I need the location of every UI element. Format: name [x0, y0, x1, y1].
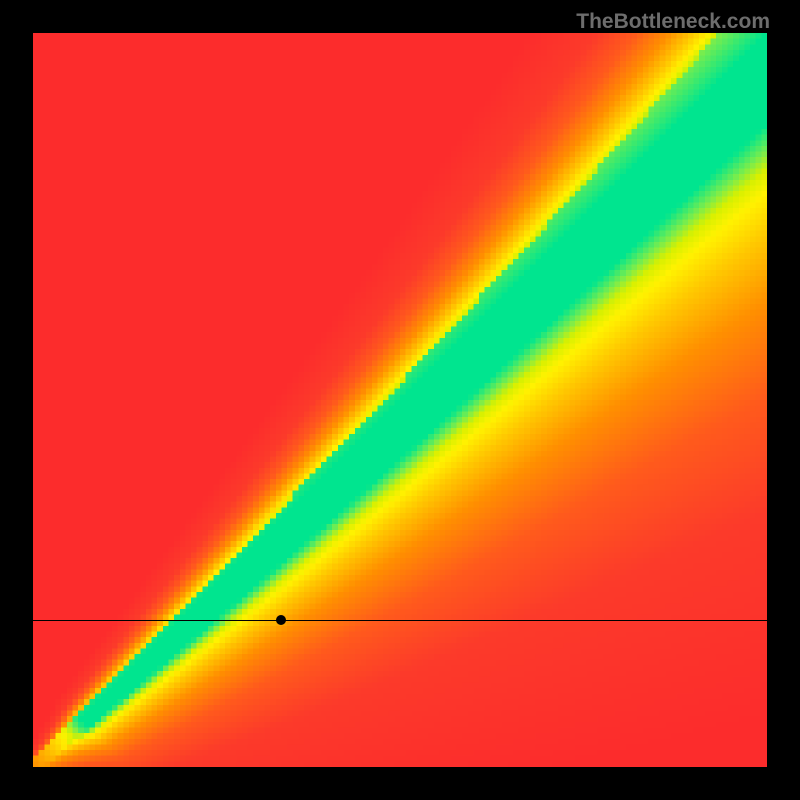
crosshair-horizontal [33, 620, 767, 621]
chart-container: TheBottleneck.com [0, 0, 800, 800]
plot-area [33, 33, 767, 767]
site-watermark: TheBottleneck.com [576, 10, 770, 34]
heatmap-canvas [33, 33, 767, 767]
